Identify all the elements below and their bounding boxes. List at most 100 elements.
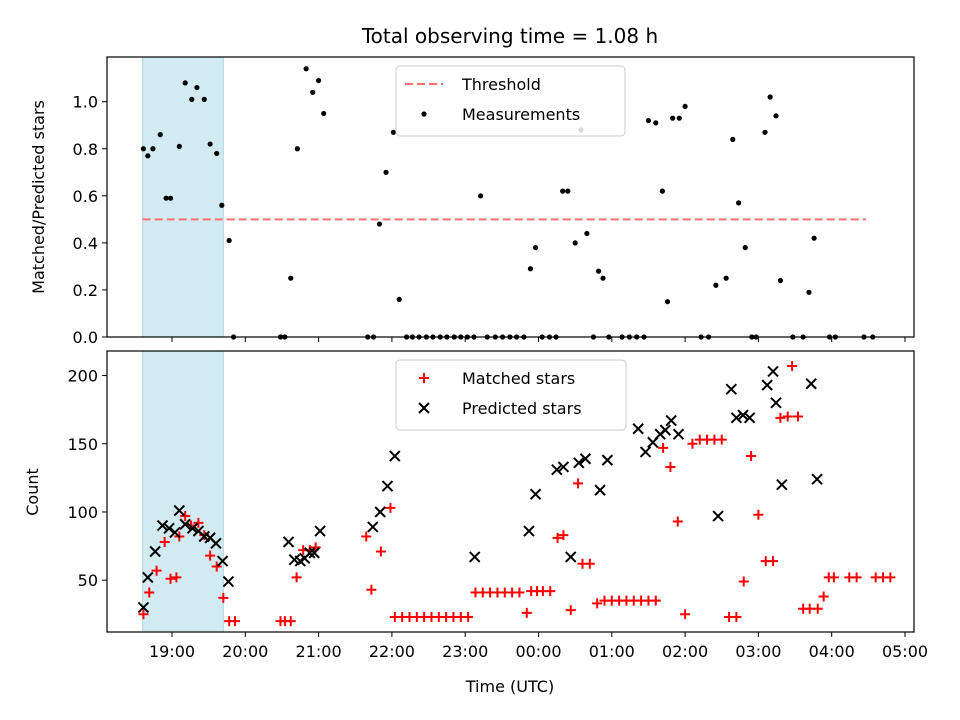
data-point bbox=[219, 202, 225, 208]
data-point bbox=[573, 478, 584, 489]
x-tick-label: 04:00 bbox=[809, 642, 855, 661]
data-point bbox=[672, 428, 685, 440]
data-point bbox=[767, 94, 773, 100]
data-point bbox=[205, 550, 216, 561]
bottom-y-axis-label: Count bbox=[23, 468, 42, 516]
data-point bbox=[138, 609, 149, 620]
data-point bbox=[687, 438, 698, 449]
data-point bbox=[194, 84, 200, 91]
data-point bbox=[579, 453, 592, 465]
data-point bbox=[723, 275, 729, 281]
y-tick-label: 50 bbox=[78, 571, 98, 590]
data-point bbox=[659, 188, 665, 194]
data-point bbox=[672, 516, 683, 527]
shaded-interval bbox=[142, 350, 224, 633]
y-tick-label: 1.0 bbox=[73, 93, 98, 112]
y-tick-label: 0.8 bbox=[73, 140, 98, 159]
x-tick-label: 01:00 bbox=[589, 642, 635, 661]
data-point bbox=[730, 412, 743, 424]
series-predicted-stars bbox=[137, 365, 823, 614]
data-point bbox=[463, 611, 474, 622]
legend-label: Threshold bbox=[461, 75, 541, 94]
y-tick-label: 200 bbox=[67, 367, 98, 386]
data-point bbox=[551, 463, 563, 476]
data-point bbox=[584, 558, 595, 569]
data-point bbox=[383, 169, 389, 175]
data-point bbox=[653, 120, 659, 126]
data-point bbox=[792, 411, 803, 422]
data-point bbox=[812, 603, 823, 614]
shaded-interval bbox=[142, 56, 224, 338]
data-point bbox=[282, 536, 295, 548]
data-point bbox=[218, 592, 229, 603]
data-point bbox=[389, 450, 401, 462]
data-point bbox=[159, 536, 170, 547]
data-point bbox=[140, 146, 147, 152]
bottom-panel: 50 100 150 200 19:00 20:00 21:00 22:00 23:00 00:0… bbox=[67, 350, 928, 661]
data-point bbox=[632, 423, 644, 435]
data-point bbox=[142, 571, 154, 584]
legend-box bbox=[395, 65, 626, 137]
data-point bbox=[573, 457, 585, 469]
x-tick-label: 21:00 bbox=[296, 642, 342, 661]
data-point bbox=[150, 146, 156, 152]
data-point bbox=[390, 129, 396, 135]
data-point bbox=[180, 511, 191, 522]
data-point bbox=[639, 446, 652, 458]
legend: Threshold Measurements bbox=[395, 65, 626, 137]
data-point bbox=[308, 547, 320, 559]
data-point bbox=[592, 598, 603, 609]
x-tick-label: 22:00 bbox=[369, 642, 415, 661]
data-point bbox=[762, 129, 768, 135]
data-point bbox=[226, 237, 232, 244]
data-point bbox=[527, 266, 534, 272]
y-tick-label: 0.4 bbox=[73, 234, 98, 253]
x-tick-label: 00:00 bbox=[515, 642, 561, 661]
data-point bbox=[716, 434, 727, 445]
data-point bbox=[743, 412, 756, 424]
data-point bbox=[176, 143, 182, 150]
data-point bbox=[179, 518, 191, 530]
legend-label: Predicted stars bbox=[462, 399, 582, 418]
data-point bbox=[572, 240, 578, 246]
data-point bbox=[361, 531, 372, 542]
data-point bbox=[742, 244, 748, 251]
data-point bbox=[658, 442, 669, 453]
x-tick-label: 05:00 bbox=[882, 642, 928, 661]
data-point bbox=[186, 522, 199, 535]
data-point bbox=[514, 587, 525, 598]
data-point bbox=[712, 510, 724, 522]
data-point bbox=[169, 526, 181, 539]
data-point bbox=[165, 573, 176, 584]
data-point bbox=[469, 551, 481, 563]
top-y-axis-label: Matched/Predicted stars bbox=[29, 100, 48, 294]
data-point bbox=[682, 103, 688, 110]
data-point bbox=[396, 296, 402, 302]
data-point bbox=[157, 132, 163, 138]
top-panel: 0.0 0.2 0.4 0.6 0.8 1.0 Threshold Measurements bbox=[73, 56, 915, 347]
data-point bbox=[532, 244, 539, 251]
data-point bbox=[149, 545, 161, 558]
data-point bbox=[770, 397, 782, 409]
data-point bbox=[767, 365, 779, 378]
data-point bbox=[304, 547, 316, 559]
data-point bbox=[664, 299, 671, 305]
data-point bbox=[600, 275, 606, 281]
x-tick-label: 19:00 bbox=[149, 642, 195, 661]
data-point bbox=[776, 478, 788, 491]
data-point bbox=[737, 409, 749, 421]
data-point bbox=[291, 572, 302, 583]
axes-frame bbox=[106, 56, 915, 338]
y-tick-label: 0.0 bbox=[73, 328, 98, 347]
data-point bbox=[560, 188, 566, 194]
data-point bbox=[294, 146, 300, 152]
data-point bbox=[777, 277, 783, 284]
data-point bbox=[828, 572, 839, 583]
data-point bbox=[736, 200, 742, 206]
legend-swatch bbox=[419, 373, 429, 383]
data-point bbox=[768, 556, 779, 567]
data-point bbox=[230, 616, 241, 627]
x-axis-label: Time (UTC) bbox=[465, 677, 554, 696]
data-point bbox=[601, 454, 614, 466]
data-point bbox=[367, 521, 379, 533]
